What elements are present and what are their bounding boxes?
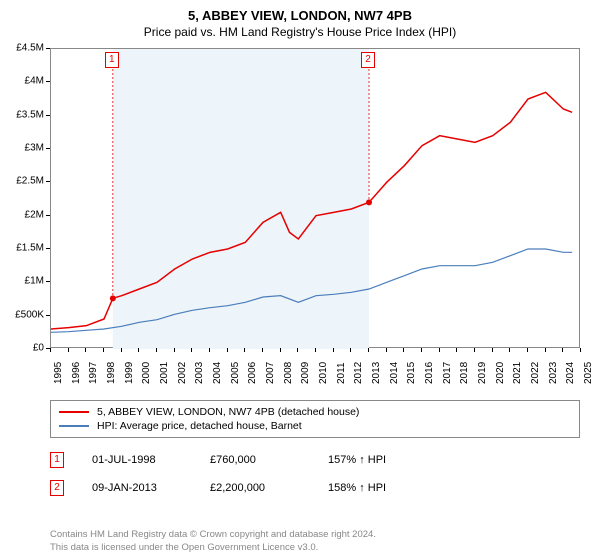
x-tick-label: 1997	[88, 362, 99, 384]
x-tick-label: 2000	[141, 362, 152, 384]
row-date: 09-JAN-2013	[92, 482, 182, 494]
x-tick-label: 2005	[230, 362, 241, 384]
x-tick-label: 2022	[530, 362, 541, 384]
y-tick-label: £0	[33, 343, 44, 354]
x-tick-label: 2012	[353, 362, 364, 384]
x-tick-label: 1999	[124, 362, 135, 384]
row-price: £760,000	[210, 454, 300, 466]
y-tick-label: £2.5M	[16, 176, 44, 187]
legend-item: HPI: Average price, detached house, Barn…	[59, 419, 571, 433]
x-tick-label: 2020	[495, 362, 506, 384]
legend-swatch	[59, 425, 89, 427]
chart-marker-box: 2	[361, 52, 375, 68]
legend: 5, ABBEY VIEW, LONDON, NW7 4PB (detached…	[50, 400, 580, 438]
x-tick-label: 2004	[212, 362, 223, 384]
transactions-table: 1 01-JUL-1998 £760,000 157% ↑ HPI 2 09-J…	[50, 446, 580, 502]
x-tick-label: 2008	[283, 362, 294, 384]
x-tick-label: 2021	[512, 362, 523, 384]
chart-subtitle: Price paid vs. HM Land Registry's House …	[0, 23, 600, 47]
x-tick-label: 2017	[442, 362, 453, 384]
legend-label: HPI: Average price, detached house, Barn…	[97, 420, 302, 432]
legend-swatch	[59, 411, 89, 413]
y-tick-label: £2M	[25, 209, 44, 220]
row-marker: 2	[50, 480, 64, 496]
table-row: 2 09-JAN-2013 £2,200,000 158% ↑ HPI	[50, 474, 580, 502]
x-tick-label: 2023	[548, 362, 559, 384]
y-tick-label: £1.5M	[16, 243, 44, 254]
x-tick-label: 2002	[177, 362, 188, 384]
y-tick-label: £4M	[25, 76, 44, 87]
row-price: £2,200,000	[210, 482, 300, 494]
legend-item: 5, ABBEY VIEW, LONDON, NW7 4PB (detached…	[59, 405, 571, 419]
footer-line: This data is licensed under the Open Gov…	[50, 542, 376, 554]
x-tick-label: 2013	[371, 362, 382, 384]
x-tick-label: 2010	[318, 362, 329, 384]
y-tick-label: £3M	[25, 143, 44, 154]
x-tick-label: 2019	[477, 362, 488, 384]
legend-label: 5, ABBEY VIEW, LONDON, NW7 4PB (detached…	[97, 406, 359, 418]
row-pct: 157% ↑ HPI	[328, 454, 418, 466]
row-marker: 1	[50, 452, 64, 468]
x-tick-label: 2009	[300, 362, 311, 384]
x-tick-label: 2007	[265, 362, 276, 384]
x-tick-label: 2024	[565, 362, 576, 384]
x-tick-label: 2025	[583, 362, 594, 384]
x-tick-label: 2011	[336, 362, 347, 384]
footer-line: Contains HM Land Registry data © Crown c…	[50, 529, 376, 541]
row-pct: 158% ↑ HPI	[328, 482, 418, 494]
chart-container: 5, ABBEY VIEW, LONDON, NW7 4PB Price pai…	[0, 0, 600, 560]
x-tick-label: 2014	[389, 362, 400, 384]
x-tick-label: 1996	[71, 362, 82, 384]
footer: Contains HM Land Registry data © Crown c…	[50, 529, 376, 554]
x-tick-label: 2015	[406, 362, 417, 384]
x-tick-label: 1998	[106, 362, 117, 384]
y-tick-label: £1M	[25, 276, 44, 287]
x-tick-label: 2001	[159, 362, 170, 384]
y-tick-label: £3.5M	[16, 109, 44, 120]
plot-region	[50, 48, 580, 348]
chart-area: £0£500K£1M£1.5M£2M£2.5M£3M£3.5M£4M£4.5M …	[50, 48, 580, 348]
plot-svg	[51, 49, 581, 349]
y-tick-label: £500K	[15, 309, 44, 320]
x-tick-label: 2018	[459, 362, 470, 384]
y-tick-label: £4.5M	[16, 43, 44, 54]
x-tick-label: 2016	[424, 362, 435, 384]
x-tick-label: 2006	[247, 362, 258, 384]
row-date: 01-JUL-1998	[92, 454, 182, 466]
table-row: 1 01-JUL-1998 £760,000 157% ↑ HPI	[50, 446, 580, 474]
x-tick-label: 1995	[53, 362, 64, 384]
x-tick-label: 2003	[194, 362, 205, 384]
chart-title: 5, ABBEY VIEW, LONDON, NW7 4PB	[0, 0, 600, 23]
chart-marker-box: 1	[105, 52, 119, 68]
